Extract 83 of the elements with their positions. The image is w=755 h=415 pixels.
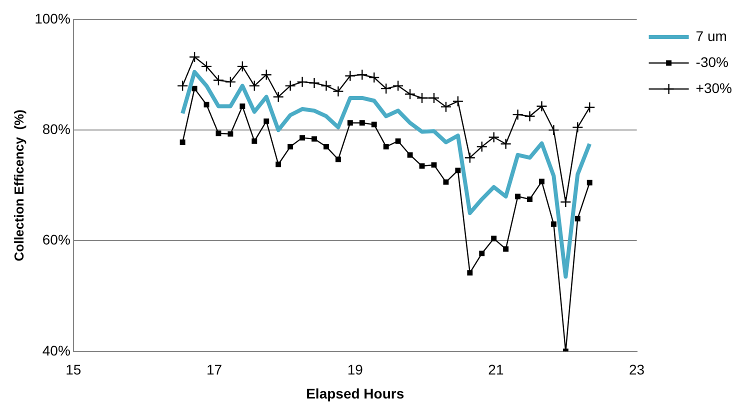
- point: [264, 118, 270, 124]
- x-tick-label: 19: [347, 362, 364, 378]
- point: [404, 88, 416, 100]
- y-tick-label: 100%: [34, 10, 70, 26]
- point: [272, 91, 284, 102]
- point: [416, 92, 428, 104]
- point: [288, 144, 294, 150]
- point: [228, 131, 234, 137]
- y-tick-label: 40%: [42, 342, 70, 358]
- point: [515, 194, 521, 200]
- point: [380, 82, 392, 94]
- point: [428, 92, 440, 104]
- point: [212, 74, 224, 86]
- point: [335, 156, 341, 162]
- point: [464, 152, 476, 164]
- point: [332, 86, 344, 97]
- point: [488, 132, 500, 143]
- point: [216, 130, 222, 136]
- point: [550, 221, 556, 227]
- point: [252, 138, 258, 144]
- y-axis-title: Collection Efficency (%): [11, 110, 26, 262]
- point: [407, 152, 413, 158]
- point: [308, 77, 320, 89]
- point: [443, 179, 449, 185]
- point: [491, 236, 497, 242]
- point: [524, 110, 536, 122]
- point: [324, 144, 329, 150]
- point: [224, 76, 236, 88]
- point: [368, 72, 380, 84]
- point: [260, 69, 272, 80]
- point: [200, 60, 212, 72]
- point: [479, 250, 485, 256]
- x-tick-label: 21: [488, 362, 504, 378]
- point: [455, 168, 461, 174]
- point: [572, 122, 584, 133]
- point: [300, 135, 306, 141]
- point: [276, 162, 282, 168]
- point: [356, 69, 368, 80]
- x-tick-label: 15: [66, 362, 82, 378]
- x-tick-label: 23: [629, 362, 645, 378]
- point: [395, 138, 401, 144]
- point: [392, 80, 404, 92]
- point: [180, 140, 186, 145]
- point: [204, 102, 210, 108]
- point: [584, 102, 596, 113]
- point: [503, 246, 509, 252]
- point: [371, 122, 377, 128]
- y-tick-label: 60%: [42, 232, 70, 248]
- y-tick-label: 80%: [42, 120, 70, 137]
- legend-label: 7 um: [696, 28, 727, 44]
- point: [296, 76, 308, 88]
- point: [586, 180, 592, 186]
- point: [320, 80, 332, 92]
- point: [527, 196, 532, 202]
- point: [284, 80, 296, 92]
- point: [419, 163, 425, 169]
- point: [312, 136, 317, 142]
- point: [452, 96, 464, 107]
- x-tick-label: 17: [206, 362, 222, 378]
- point: [192, 86, 198, 92]
- point: [536, 100, 548, 112]
- point: [431, 162, 437, 168]
- point: [574, 216, 580, 222]
- point: [560, 196, 572, 208]
- point: [344, 70, 356, 82]
- x-axis-title: Elapsed Hours: [306, 385, 404, 402]
- point: [248, 80, 260, 92]
- point: [440, 101, 452, 112]
- legend-label: +30%: [696, 80, 732, 96]
- point: [176, 80, 188, 92]
- point: [512, 108, 524, 120]
- point: [539, 178, 544, 184]
- point: [188, 51, 200, 63]
- point: [467, 270, 473, 276]
- point: [347, 120, 353, 126]
- legend-label: -30%: [696, 54, 728, 70]
- point: [240, 104, 246, 109]
- point: [383, 144, 389, 150]
- point: [236, 60, 248, 72]
- point: [359, 120, 365, 126]
- point: [548, 124, 560, 136]
- point: [500, 138, 512, 150]
- point: [476, 141, 488, 152]
